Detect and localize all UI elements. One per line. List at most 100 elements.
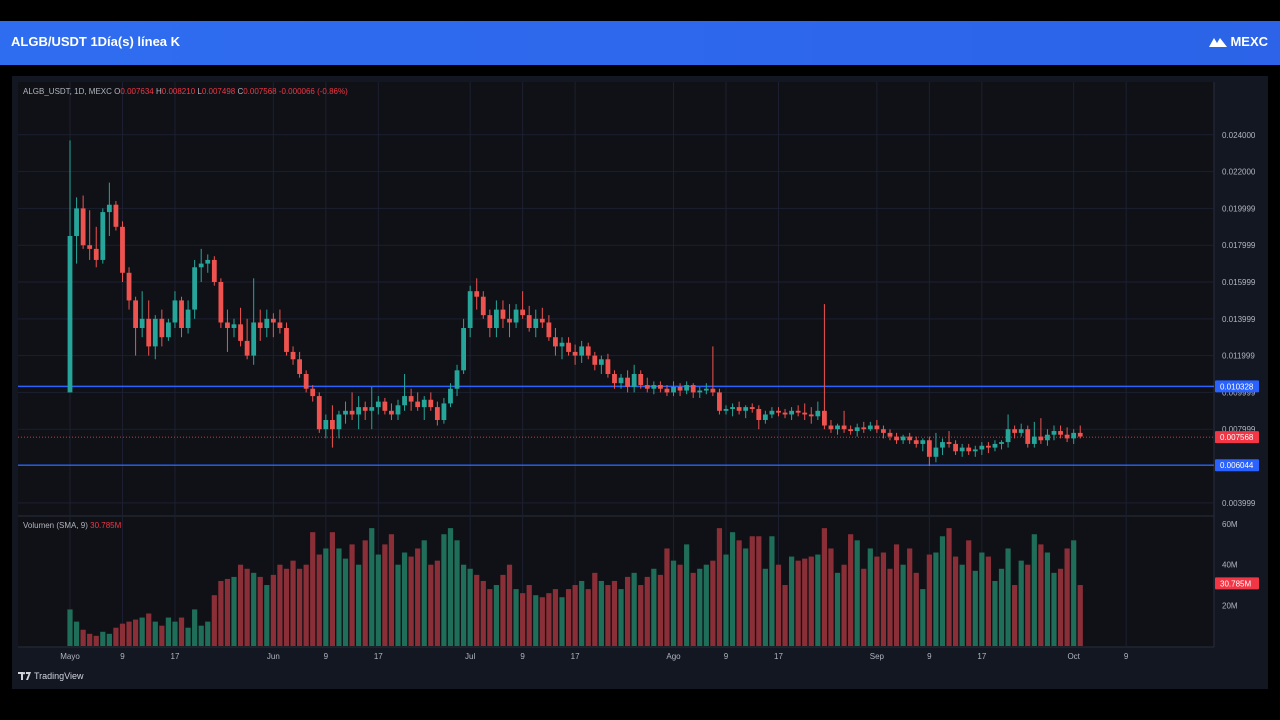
volume-bar	[401, 552, 408, 646]
legend-open-label: O	[114, 87, 121, 96]
candle-body	[874, 425, 880, 430]
volume-bar	[729, 532, 736, 646]
x-tick-label: 17	[571, 652, 580, 661]
x-tick-label: 17	[977, 652, 986, 661]
candle-body	[192, 267, 198, 310]
x-tick-label: 17	[171, 652, 180, 661]
candle-body	[87, 245, 93, 249]
volume-bar	[625, 576, 631, 646]
tradingview-badge[interactable]: TradingView	[18, 671, 84, 681]
volume-bar	[388, 534, 395, 646]
volume-bar	[224, 578, 231, 646]
volume-bar	[447, 528, 454, 646]
candle-body	[421, 399, 427, 408]
volume-bar	[192, 609, 198, 646]
volume-bar	[100, 631, 106, 646]
legend-symbol: ALGB_USDT, 1D, MEXC	[23, 87, 112, 96]
volume-bar	[67, 609, 73, 646]
volume-bar	[198, 625, 204, 646]
volume-bar	[749, 536, 755, 646]
legend-close: 0.007568	[243, 87, 277, 96]
candle-body	[1058, 431, 1063, 435]
volume-bar	[1051, 572, 1057, 646]
volume-bar	[979, 552, 985, 646]
chart-area[interactable]	[18, 82, 1214, 647]
volume-bar	[775, 564, 782, 646]
candle-body	[1051, 431, 1057, 435]
x-tick-label: Sep	[870, 652, 885, 661]
candle-body	[513, 309, 519, 323]
volume-bar	[244, 568, 250, 646]
volume-bar	[762, 568, 768, 646]
candle-body	[533, 318, 539, 328]
volume-tick-label: 60M	[1222, 520, 1238, 529]
volume-bar	[342, 558, 349, 646]
candle-body	[566, 342, 571, 352]
candle-body	[625, 377, 630, 387]
level-tag-bg	[1215, 459, 1259, 472]
candle-body	[690, 385, 696, 393]
x-tick-label: 9	[324, 652, 329, 661]
volume-bar	[251, 572, 257, 646]
volume-bar	[815, 554, 821, 646]
volume-bar	[966, 540, 972, 646]
page-title: ALGB/USDT 1Día(s) línea K	[11, 34, 181, 49]
legend-change: -0.000066 (-0.86%)	[278, 87, 348, 96]
y-tick-label: 0.003999	[1222, 499, 1256, 508]
volume-bar	[782, 585, 788, 646]
volume-bar	[211, 595, 217, 646]
candle-body	[1025, 429, 1031, 444]
y-tick-label: 0.011999	[1222, 352, 1255, 361]
volume-bar	[756, 536, 762, 646]
volume-bar	[939, 536, 946, 646]
candle-body	[297, 359, 302, 374]
candle-body	[500, 309, 506, 319]
candle-body	[559, 342, 565, 347]
volume-bar	[126, 621, 132, 646]
volume-bar	[631, 572, 637, 646]
volume-bar	[605, 585, 611, 646]
x-tick-label: 9	[520, 652, 525, 661]
volume-bar	[690, 572, 696, 646]
candle-body	[854, 427, 860, 432]
candle-body	[946, 442, 952, 444]
candle-body	[474, 291, 480, 297]
y-tick-label: 0.009999	[1222, 388, 1256, 397]
candle-body	[152, 318, 158, 347]
candle-body	[382, 401, 388, 411]
volume-bar	[93, 635, 99, 646]
mexc-logo-icon	[1209, 37, 1228, 47]
volume-bar	[87, 633, 93, 646]
volume-bar	[1038, 544, 1044, 646]
candle-body	[238, 324, 243, 341]
volume-bar	[703, 564, 709, 646]
volume-bar	[893, 544, 900, 646]
candle-body	[93, 248, 99, 260]
volume-bar	[592, 572, 598, 646]
candle-body	[231, 324, 237, 328]
volume-bar	[461, 564, 467, 646]
volume-bar	[743, 548, 749, 646]
candle-body	[113, 204, 119, 227]
candle-body	[815, 410, 821, 417]
candle-body	[205, 259, 211, 264]
candle-body	[172, 300, 178, 323]
volume-bar	[821, 528, 827, 646]
candle-body	[677, 386, 683, 391]
candle-body	[907, 436, 913, 441]
volume-bar	[926, 554, 932, 646]
volume-bar	[133, 619, 139, 646]
candle-body	[100, 212, 106, 260]
volume-bar	[946, 528, 952, 646]
volume-bar	[520, 593, 526, 646]
volume-bar	[552, 589, 559, 646]
candle-body	[257, 322, 263, 328]
volume-bar	[428, 564, 434, 646]
volume-bar	[959, 564, 965, 646]
candle-body	[369, 407, 375, 411]
tradingview-label: TradingView	[34, 671, 84, 681]
volume-bar	[205, 621, 211, 646]
candle-body	[198, 263, 204, 268]
volume-bar	[487, 589, 493, 646]
